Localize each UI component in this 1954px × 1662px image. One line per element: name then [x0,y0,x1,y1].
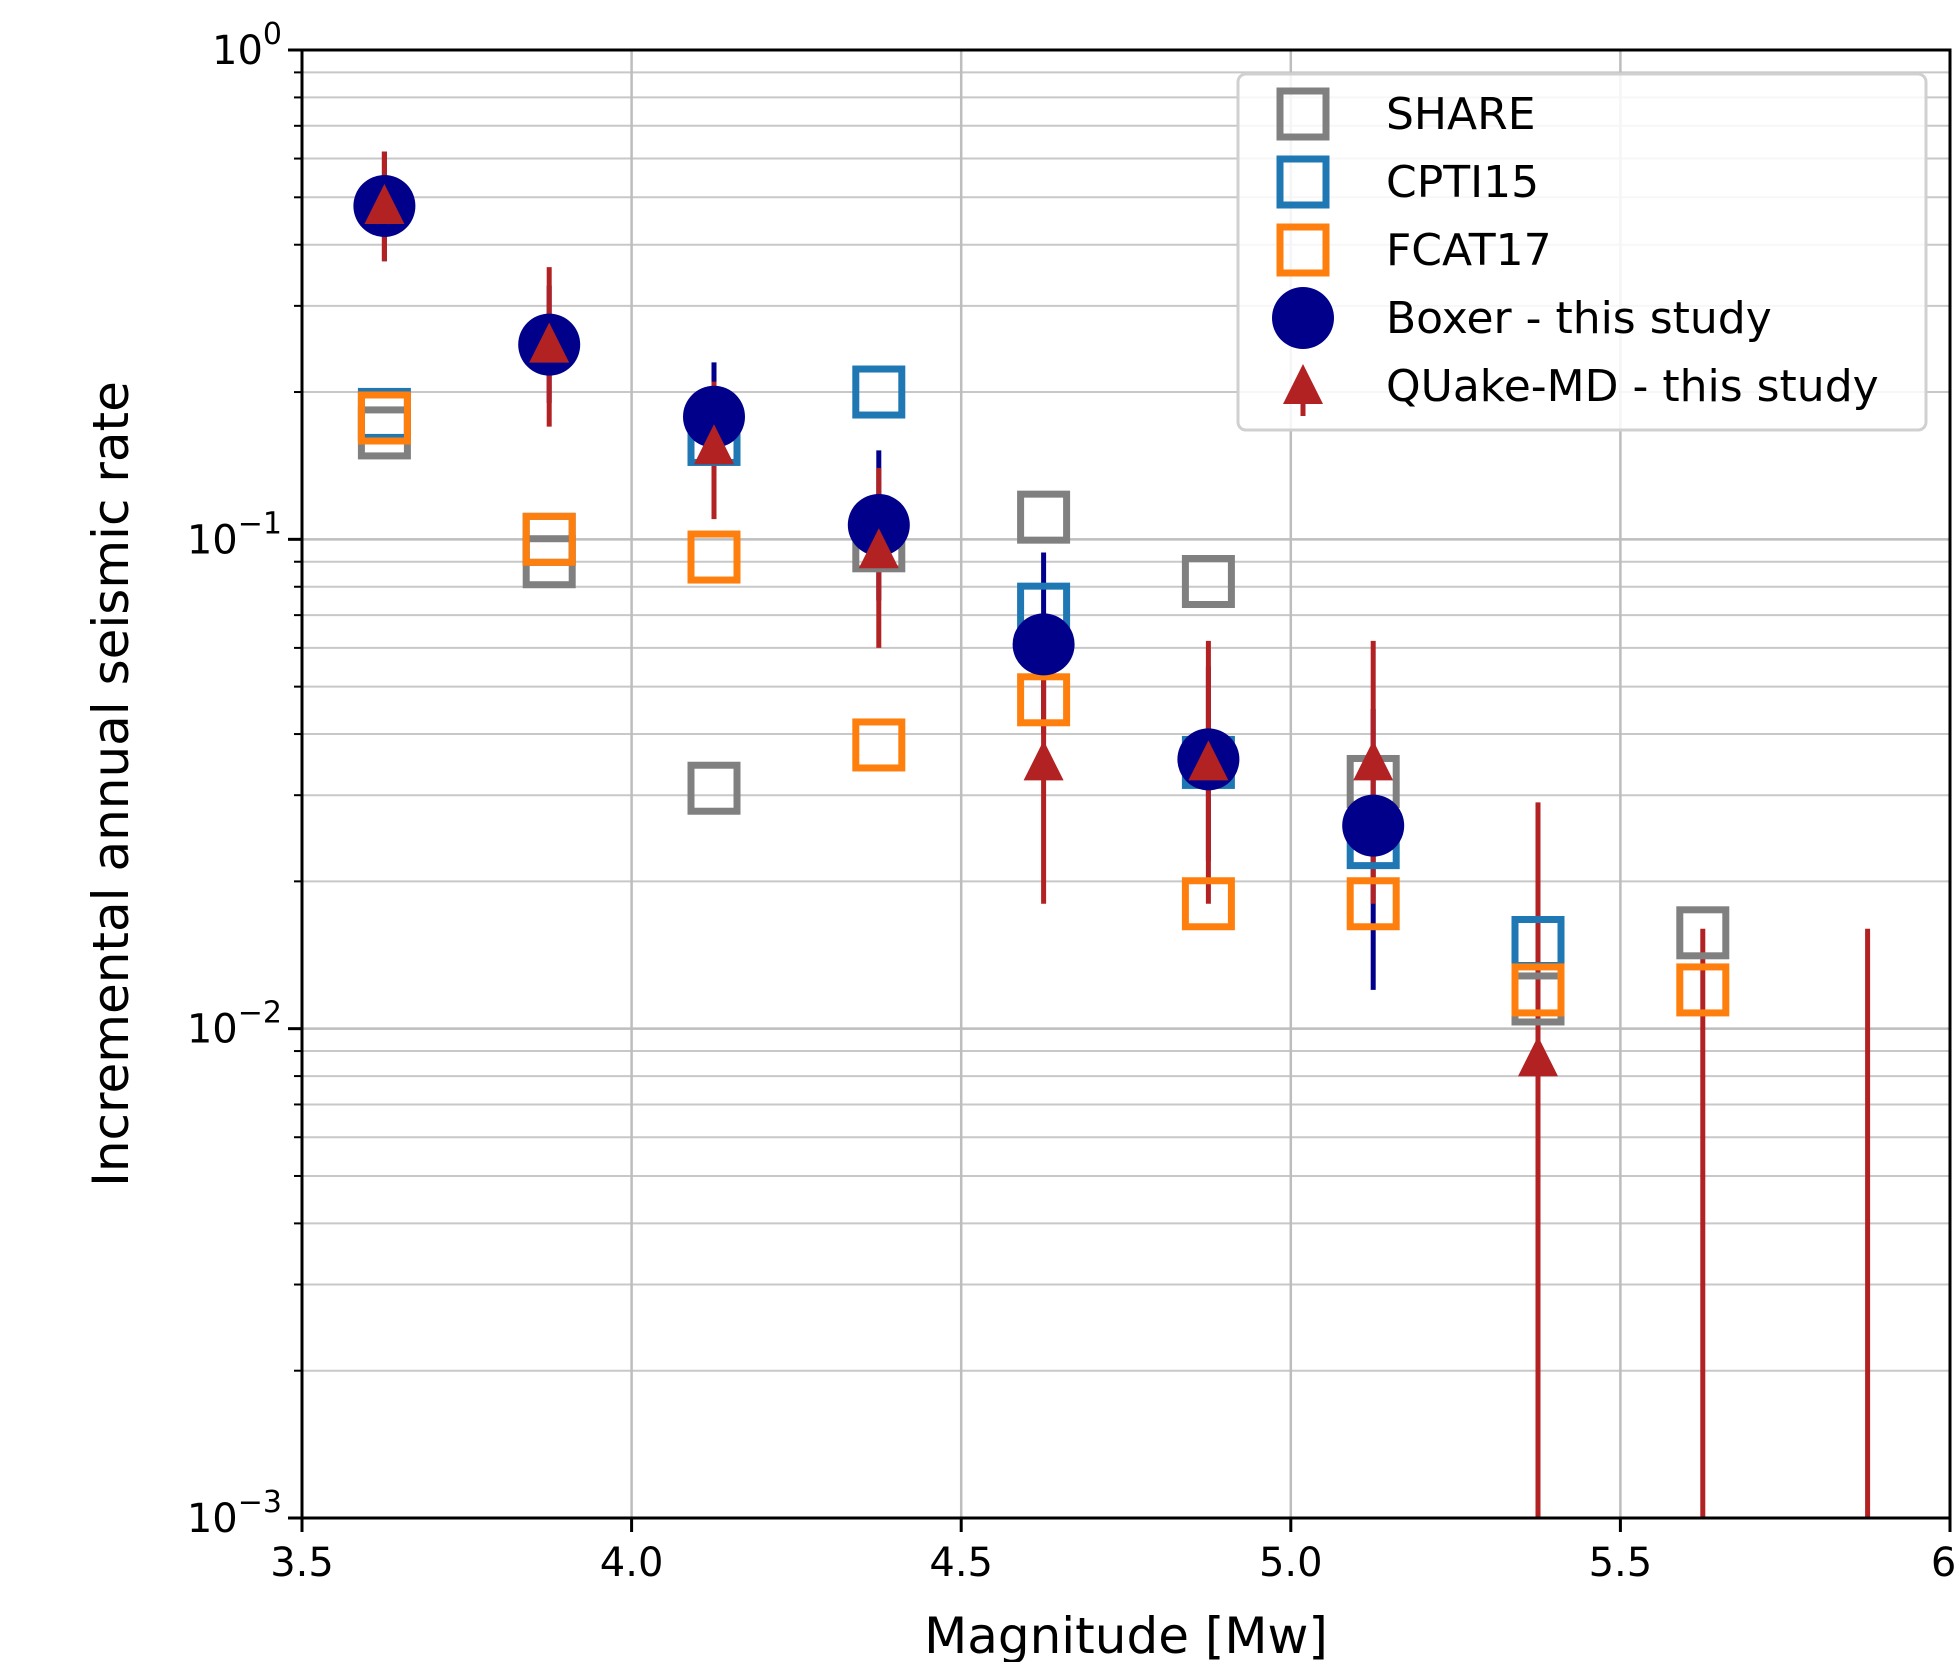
x-tick-label: 4.5 [929,1540,993,1586]
legend-marker [1283,364,1323,404]
x-tick-label: 5.0 [1259,1540,1323,1586]
series-quake-md-this-study [364,183,1558,1077]
data-point [1188,740,1229,781]
data-point [357,391,411,445]
legend-label: QUake-MD - this study [1386,361,1879,412]
axis-ticks [288,48,1952,1532]
data-point [1511,963,1565,1017]
legend-frame [1236,72,1928,432]
y-tick-label: 10−1 [187,506,282,563]
plot-area-frame [300,48,1952,1520]
y-tick-label-base: 10 [212,28,263,74]
y-tick-label-base: 10 [187,1496,238,1542]
data-point [1181,877,1235,931]
y-tick-label-base: 10 [187,1007,238,1053]
x-tick-label: 6. [1931,1540,1954,1586]
legend-marker [1272,287,1334,349]
data-point [1676,906,1730,960]
data-point [1346,877,1400,931]
y-tick-label-exponent: −1 [238,506,282,541]
legend-marker [1276,223,1330,277]
data-point [858,528,899,569]
data-point [1012,613,1075,676]
data-point [522,512,576,566]
data-point [847,493,910,556]
legend: SHARE CPTI15 FCAT17 Boxer - this study QUake… [1236,72,1928,432]
series-fcat17 [357,391,1730,1017]
y-axis-title: Incremental annual seismic rate [82,381,140,1187]
y-tick-label-exponent: −3 [238,1485,282,1520]
legend-marker [1276,87,1330,141]
x-tick-label: 3.5 [270,1540,334,1586]
data-point [529,322,570,363]
legend-label: FCAT17 [1386,225,1552,276]
data-point [357,406,411,460]
data-markers [353,174,1730,1077]
y-tick-label-exponent: −2 [238,996,282,1031]
data-point [683,385,745,448]
x-tick-label: 5.5 [1589,1540,1653,1586]
data-point [687,530,741,584]
x-tick-label: 4.0 [600,1540,664,1586]
data-point [1676,963,1730,1017]
data-point [1017,490,1071,544]
x-axis-title: Magnitude [Mw] [924,1607,1328,1662]
data-point [1353,740,1394,781]
data-point [1181,555,1235,609]
legend-label: CPTI15 [1386,157,1539,208]
y-tick-label-base: 10 [187,517,238,563]
legend-label: SHARE [1386,89,1536,140]
data-point [1518,1036,1558,1077]
legend-label: Boxer - this study [1386,293,1772,344]
data-point [852,718,906,772]
y-tick-label: 100 [212,17,282,74]
data-point [687,761,741,815]
legend-marker [1276,155,1330,209]
data-point [1023,740,1064,781]
data-point [1017,673,1071,727]
data-point [852,365,906,419]
y-tick-label-exponent: 0 [263,17,282,52]
y-tick-label: 10−3 [187,1485,282,1542]
data-point [694,424,734,465]
y-tick-label: 10−2 [187,996,282,1053]
data-point [1342,794,1405,857]
data-point [364,183,405,224]
